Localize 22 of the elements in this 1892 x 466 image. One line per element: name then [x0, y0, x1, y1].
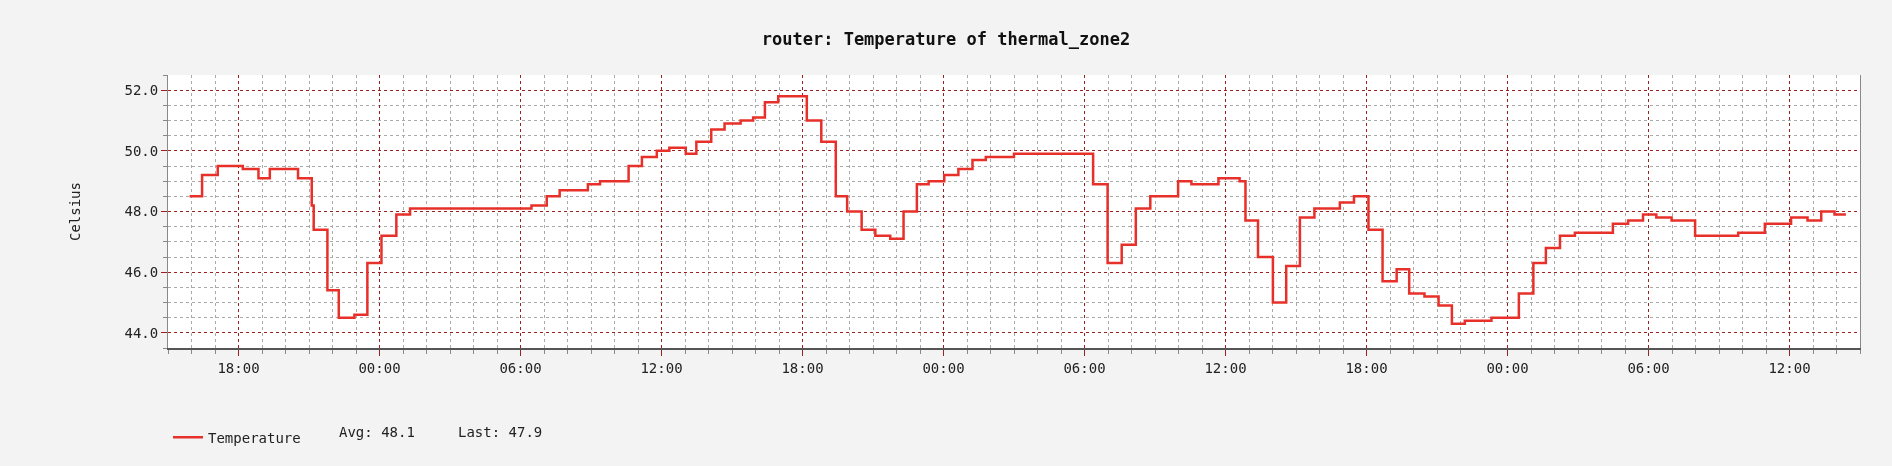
- text: Last: 47.9: [458, 424, 543, 440]
- x-tick-label: 12:00: [640, 359, 683, 376]
- x-tick-label: 00:00: [1486, 359, 1529, 376]
- y-axis-title: Celsius: [67, 181, 84, 242]
- y-tick-label: 50.0: [124, 142, 159, 159]
- legend-label: Temperature: [208, 429, 301, 446]
- y-tick-label: 48.0: [124, 203, 159, 220]
- y-tick-label: 46.0: [124, 264, 159, 281]
- x-tick-label: 00:00: [358, 359, 401, 376]
- y-tick-label: 52.0: [124, 82, 159, 99]
- chart-title: router: Temperature of thermal_zone2: [761, 28, 1131, 49]
- x-tick-label: 12:00: [1768, 359, 1811, 376]
- x-tick-label: 00:00: [922, 359, 965, 376]
- x-tick-label: 12:00: [1204, 359, 1247, 376]
- x-tick-label: 18:00: [781, 359, 824, 376]
- y-tick-label: 44.0: [124, 324, 159, 341]
- text: Avg: 48.1: [339, 424, 415, 440]
- x-tick-label: 06:00: [1063, 359, 1106, 376]
- x-tick-label: 06:00: [499, 359, 542, 376]
- x-tick-label: 18:00: [1345, 359, 1388, 376]
- x-tick-label: 18:00: [217, 359, 260, 376]
- x-tick-label: 06:00: [1627, 359, 1670, 376]
